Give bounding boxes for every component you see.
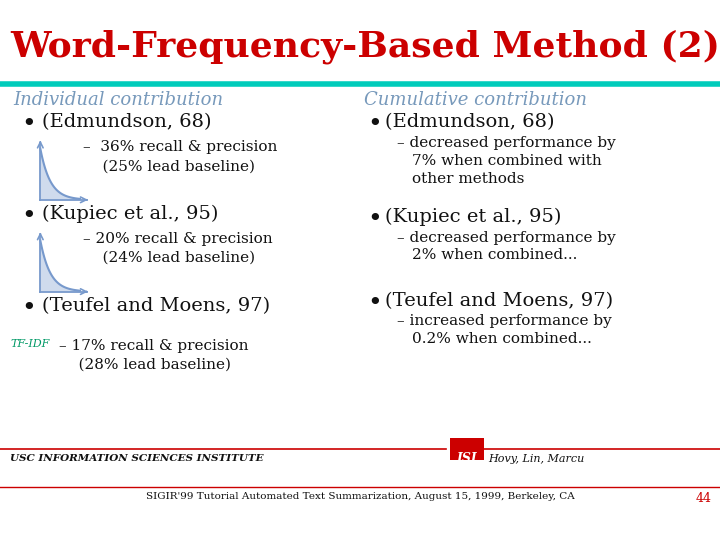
- Text: (Kupiec et al., 95): (Kupiec et al., 95): [42, 205, 218, 224]
- Text: (Edmundson, 68): (Edmundson, 68): [42, 113, 211, 131]
- Text: SIGIR'99 Tutorial Automated Text Summarization, August 15, 1999, Berkeley, CA: SIGIR'99 Tutorial Automated Text Summari…: [145, 492, 575, 502]
- Text: (24% lead baseline): (24% lead baseline): [83, 251, 255, 265]
- Text: (25% lead baseline): (25% lead baseline): [83, 159, 255, 173]
- Text: Individual contribution: Individual contribution: [14, 91, 224, 109]
- Text: 2% when combined...: 2% when combined...: [412, 248, 577, 262]
- Polygon shape: [40, 148, 80, 200]
- Text: •: •: [367, 292, 382, 315]
- Text: (28% lead baseline): (28% lead baseline): [59, 357, 231, 372]
- Text: Cumulative contribution: Cumulative contribution: [364, 91, 587, 109]
- Text: ISI: ISI: [456, 452, 477, 465]
- Text: USC INFORMATION SCIENCES INSTITUTE: USC INFORMATION SCIENCES INSTITUTE: [10, 454, 264, 463]
- Text: •: •: [22, 113, 36, 137]
- Text: TF-IDF: TF-IDF: [11, 339, 50, 349]
- Text: (Kupiec et al., 95): (Kupiec et al., 95): [385, 208, 562, 226]
- Text: (Teufel and Moens, 97): (Teufel and Moens, 97): [42, 297, 270, 315]
- Text: –  36% recall & precision: – 36% recall & precision: [83, 140, 277, 154]
- Text: •: •: [367, 113, 382, 137]
- Text: •: •: [367, 208, 382, 231]
- Text: (Teufel and Moens, 97): (Teufel and Moens, 97): [385, 292, 613, 309]
- FancyBboxPatch shape: [450, 438, 484, 460]
- Polygon shape: [40, 240, 80, 292]
- Text: 7% when combined with: 7% when combined with: [412, 154, 602, 168]
- Text: •: •: [22, 205, 36, 228]
- Text: Hovy, Lin, Marcu: Hovy, Lin, Marcu: [488, 454, 585, 464]
- Text: 0.2% when combined...: 0.2% when combined...: [412, 332, 592, 346]
- Text: – 17% recall & precision: – 17% recall & precision: [59, 339, 248, 353]
- Text: (Edmundson, 68): (Edmundson, 68): [385, 113, 554, 131]
- Text: – decreased performance by: – decreased performance by: [397, 136, 616, 150]
- Text: – 20% recall & precision: – 20% recall & precision: [83, 232, 272, 246]
- Text: – decreased performance by: – decreased performance by: [397, 231, 616, 245]
- Text: 44: 44: [696, 492, 711, 505]
- Text: •: •: [22, 297, 36, 320]
- Text: other methods: other methods: [412, 172, 524, 186]
- Text: – increased performance by: – increased performance by: [397, 314, 612, 328]
- Text: Word-Frequency-Based Method (2): Word-Frequency-Based Method (2): [10, 30, 720, 64]
